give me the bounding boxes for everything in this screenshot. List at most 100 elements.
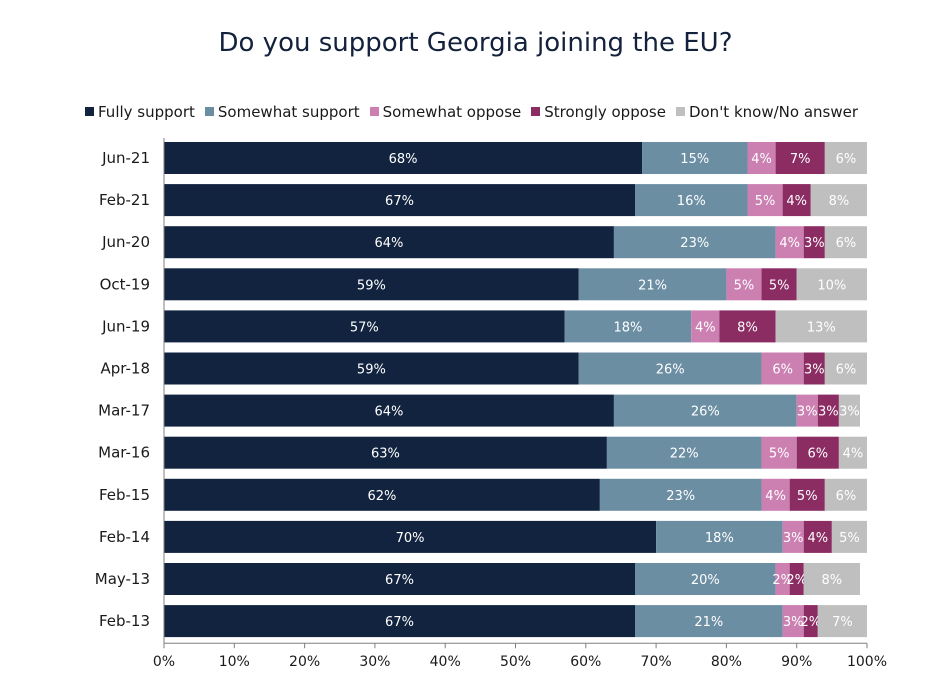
bar-segment	[747, 142, 776, 174]
data-label: 57%	[350, 320, 379, 335]
bar-segment	[578, 352, 762, 385]
data-label: 64%	[375, 405, 404, 420]
bar-segment	[635, 563, 776, 595]
data-label: 6%	[807, 447, 828, 462]
bar-segment	[761, 352, 804, 385]
x-tick-label: 80%	[711, 654, 742, 670]
bar-segment	[719, 310, 776, 343]
legend-label: Fully support	[98, 103, 195, 121]
legend-label: Somewhat support	[217, 103, 360, 121]
data-label: 5%	[769, 278, 790, 293]
x-tick-label: 10%	[219, 654, 250, 670]
legend-swatch	[369, 107, 379, 116]
legend-item: Don't know/No answer	[675, 103, 858, 121]
legend-swatch	[85, 107, 94, 116]
legend-item: Strongly oppose	[531, 103, 666, 121]
bar-segment	[803, 226, 825, 259]
category-label: Jun-20	[101, 233, 150, 251]
data-label: 63%	[371, 447, 400, 462]
bar-segment	[164, 226, 614, 259]
legend-label: Strongly oppose	[544, 103, 666, 121]
bar-segment	[838, 394, 860, 427]
category-label: Mar-17	[98, 402, 150, 420]
x-tick-label: 50%	[500, 654, 531, 670]
bar-segment	[803, 520, 832, 553]
bar-segment	[164, 394, 614, 427]
data-label: 67%	[385, 615, 414, 630]
bar-segment	[164, 478, 600, 511]
data-label: 18%	[705, 531, 734, 546]
data-label: 16%	[677, 194, 706, 209]
category-label: Mar-16	[98, 444, 150, 462]
data-label: 5%	[839, 531, 860, 546]
bar-segment	[810, 184, 867, 217]
bar-segment	[726, 268, 762, 301]
bar-segment	[635, 184, 748, 217]
bar-segment	[761, 436, 797, 469]
data-label: 18%	[614, 320, 643, 335]
category-label: Feb-15	[99, 486, 150, 504]
data-label: 3%	[839, 405, 860, 420]
data-label: 59%	[357, 363, 386, 378]
bar-segment	[164, 605, 636, 638]
data-label: 3%	[797, 405, 818, 420]
bar-segment	[803, 563, 860, 595]
bar-segment	[838, 436, 867, 469]
bar-segment	[796, 268, 867, 301]
bar-segment	[164, 563, 636, 595]
data-label: 7%	[790, 152, 811, 167]
legend-item: Fully support	[85, 103, 195, 121]
data-label: 22%	[670, 447, 699, 462]
bar-segment	[747, 184, 783, 217]
data-label: 3%	[804, 236, 825, 251]
x-tick-label: 20%	[289, 654, 320, 670]
data-label: 21%	[638, 278, 667, 293]
data-label: 67%	[385, 194, 414, 209]
x-tick-label: 30%	[359, 654, 390, 670]
data-label: 6%	[772, 363, 793, 378]
data-label: 6%	[836, 489, 857, 504]
data-label: 23%	[666, 489, 695, 504]
data-label: 2%	[800, 615, 821, 630]
category-label: Jun-19	[101, 317, 150, 335]
data-label: 8%	[822, 573, 843, 588]
data-label: 7%	[832, 615, 853, 630]
x-tick-label: 100%	[847, 654, 887, 670]
x-tick-label: 0%	[153, 654, 175, 670]
data-label: 6%	[836, 152, 857, 167]
bar-segment	[824, 142, 867, 174]
data-label: 4%	[779, 236, 800, 251]
data-label: 67%	[385, 573, 414, 588]
data-label: 4%	[695, 320, 716, 335]
bar-segment	[691, 310, 720, 343]
data-label: 3%	[783, 531, 804, 546]
bar-segment	[817, 394, 839, 427]
data-label: 8%	[737, 320, 758, 335]
bar-segment	[761, 268, 797, 301]
data-label: 13%	[807, 320, 836, 335]
bar-segment	[789, 478, 825, 511]
data-label: 62%	[367, 489, 396, 504]
chart-title: Do you support Georgia joining the EU?	[218, 28, 733, 58]
category-label: Oct-19	[100, 275, 150, 293]
data-label: 68%	[389, 152, 418, 167]
bar-segment	[782, 184, 811, 217]
data-label: 5%	[769, 447, 790, 462]
data-label: 5%	[755, 194, 776, 209]
data-label: 64%	[375, 236, 404, 251]
data-label: 5%	[797, 489, 818, 504]
bar-segment	[613, 394, 797, 427]
bar-segment	[796, 436, 839, 469]
x-tick-label: 40%	[430, 654, 461, 670]
data-label: 4%	[843, 447, 864, 462]
bar-segment	[635, 605, 783, 638]
bar-segment	[775, 142, 825, 174]
data-label: 6%	[836, 236, 857, 251]
data-label: 59%	[357, 278, 386, 293]
bar-segment	[642, 142, 748, 174]
bar-segment	[824, 478, 867, 511]
bar-segment	[775, 310, 867, 343]
x-tick-label: 70%	[641, 654, 672, 670]
bar-segment	[613, 226, 776, 259]
bar-segment	[164, 142, 643, 174]
